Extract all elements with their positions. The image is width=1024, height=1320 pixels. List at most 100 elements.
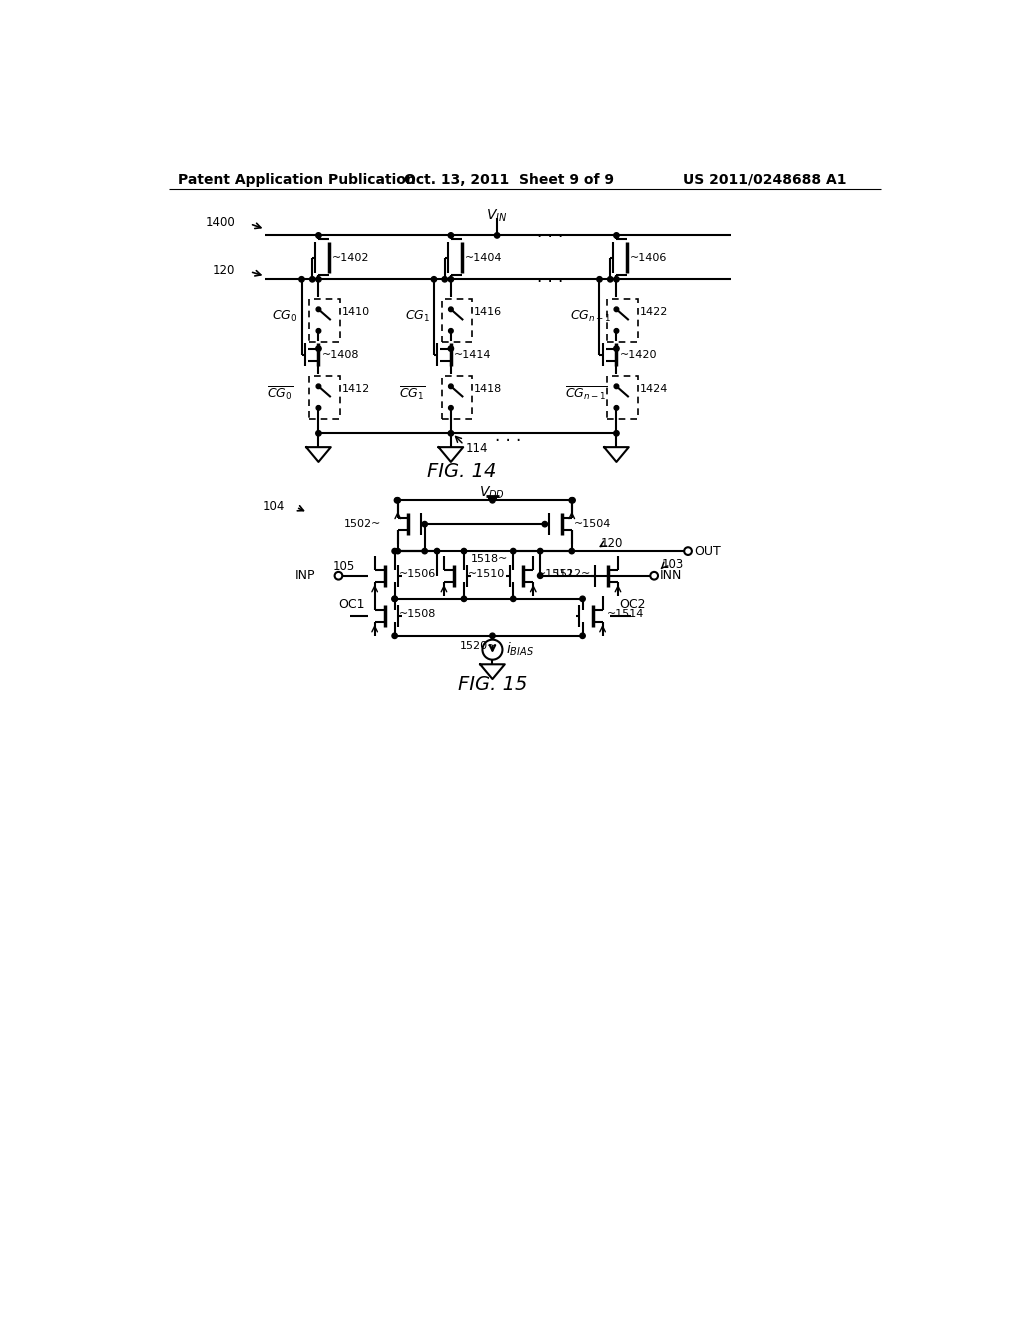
Text: OC2: OC2 [620, 598, 646, 611]
Text: ~1404: ~1404 [465, 252, 502, 263]
Circle shape [461, 597, 467, 602]
Text: 105: 105 [333, 560, 354, 573]
Circle shape [395, 548, 400, 554]
Circle shape [315, 232, 322, 238]
Circle shape [607, 277, 613, 282]
Text: 1520~: 1520~ [460, 640, 498, 651]
Circle shape [394, 498, 399, 503]
Text: ~1508: ~1508 [398, 610, 436, 619]
Circle shape [315, 346, 322, 351]
Text: 114: 114 [466, 442, 488, 455]
Text: INN: INN [659, 569, 682, 582]
Circle shape [434, 548, 439, 554]
Text: 120: 120 [213, 264, 236, 277]
Text: $CG_{n-1}$: $CG_{n-1}$ [570, 309, 611, 323]
Circle shape [580, 597, 586, 602]
Circle shape [461, 548, 467, 554]
Circle shape [449, 346, 454, 351]
Text: 1400: 1400 [206, 215, 236, 228]
Text: . . .: . . . [495, 426, 521, 445]
Circle shape [580, 634, 586, 639]
Text: ~1506: ~1506 [398, 569, 436, 579]
Text: ~1402: ~1402 [333, 252, 370, 263]
Circle shape [538, 548, 543, 554]
Circle shape [315, 430, 322, 436]
Circle shape [316, 405, 321, 411]
Text: OUT: OUT [694, 545, 721, 557]
Circle shape [449, 405, 454, 411]
Circle shape [495, 232, 500, 238]
Text: $\overline{CG_1}$: $\overline{CG_1}$ [399, 384, 426, 403]
Text: ~1512: ~1512 [538, 569, 574, 579]
Text: 1518~: 1518~ [471, 554, 508, 564]
Circle shape [511, 548, 516, 554]
Text: FIG. 14: FIG. 14 [427, 462, 497, 482]
Circle shape [449, 308, 454, 312]
Circle shape [614, 384, 618, 388]
Text: ~1510: ~1510 [468, 569, 505, 579]
Text: . . .: . . . [537, 268, 563, 286]
Circle shape [511, 597, 516, 602]
Text: ~1420: ~1420 [620, 350, 657, 360]
Circle shape [613, 232, 620, 238]
Text: OC1: OC1 [339, 598, 365, 611]
Text: ~1414: ~1414 [454, 350, 492, 360]
Circle shape [614, 405, 618, 411]
Circle shape [442, 277, 447, 282]
Circle shape [569, 498, 575, 503]
Circle shape [449, 277, 454, 282]
Circle shape [613, 277, 620, 282]
Circle shape [392, 634, 397, 639]
Text: INP: INP [295, 569, 315, 582]
Text: Patent Application Publication: Patent Application Publication [178, 173, 416, 187]
Circle shape [489, 634, 496, 639]
Text: $\overline{CG_0}$: $\overline{CG_0}$ [267, 384, 293, 403]
Circle shape [316, 384, 321, 388]
Text: $CG_0$: $CG_0$ [272, 309, 298, 323]
Text: 1410: 1410 [342, 308, 370, 317]
Circle shape [395, 498, 400, 503]
Text: ~1406: ~1406 [631, 252, 668, 263]
Circle shape [614, 308, 618, 312]
Circle shape [422, 548, 427, 554]
Text: US 2011/0248688 A1: US 2011/0248688 A1 [683, 173, 847, 187]
Circle shape [392, 597, 397, 602]
Text: Oct. 13, 2011  Sheet 9 of 9: Oct. 13, 2011 Sheet 9 of 9 [403, 173, 614, 187]
Circle shape [449, 232, 454, 238]
Circle shape [538, 573, 543, 578]
Text: $V_{DD}$: $V_{DD}$ [479, 484, 506, 500]
Text: $i_{BIAS}$: $i_{BIAS}$ [506, 642, 534, 659]
Text: 104: 104 [262, 500, 285, 513]
Circle shape [613, 346, 620, 351]
Circle shape [542, 521, 548, 527]
Circle shape [449, 384, 454, 388]
Text: 1512~: 1512~ [554, 569, 592, 579]
Text: $CG_1$: $CG_1$ [404, 309, 430, 323]
Text: 1502~: 1502~ [343, 519, 381, 529]
Text: $\overline{CG_{n-1}}$: $\overline{CG_{n-1}}$ [565, 384, 607, 403]
Text: 103: 103 [662, 558, 684, 572]
Text: . . .: . . . [537, 223, 563, 242]
Circle shape [315, 277, 322, 282]
Circle shape [316, 329, 321, 333]
Circle shape [449, 329, 454, 333]
Circle shape [449, 430, 454, 436]
Circle shape [316, 308, 321, 312]
Text: 1422: 1422 [640, 308, 668, 317]
Text: 1412: 1412 [342, 384, 370, 395]
Circle shape [392, 548, 397, 554]
Text: FIG. 15: FIG. 15 [458, 675, 527, 694]
Circle shape [569, 548, 574, 554]
Text: $V_{IN}$: $V_{IN}$ [486, 207, 508, 223]
Circle shape [489, 498, 496, 503]
Circle shape [299, 277, 304, 282]
Circle shape [422, 521, 427, 527]
Circle shape [613, 430, 620, 436]
Text: ~1408: ~1408 [322, 350, 359, 360]
Circle shape [614, 329, 618, 333]
Text: ~1504: ~1504 [574, 519, 611, 529]
Text: 1416: 1416 [474, 308, 502, 317]
Text: ~1514: ~1514 [606, 610, 644, 619]
Circle shape [392, 597, 397, 602]
Circle shape [597, 277, 602, 282]
